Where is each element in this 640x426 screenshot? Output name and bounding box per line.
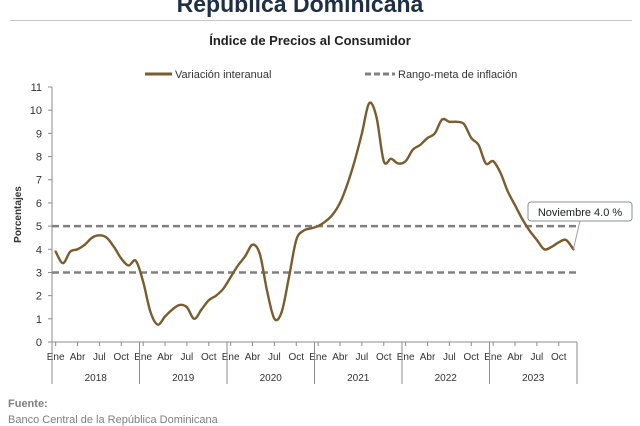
chart-legend: Variación interanual Rango-meta de infla… bbox=[145, 69, 517, 81]
year-label: 2021 bbox=[347, 373, 370, 384]
legend-label-target: Rango-meta de inflación bbox=[398, 69, 517, 81]
x-tick-label: Jul bbox=[268, 352, 281, 363]
x-tick-label: Abr bbox=[420, 352, 436, 363]
annotation-leader bbox=[572, 220, 581, 250]
chart-subtitle: Índice de Precios al Consumidor bbox=[209, 33, 411, 48]
y-tick-label: 7 bbox=[36, 175, 42, 187]
x-tick-label: Oct bbox=[288, 352, 304, 363]
y-tick-label: 3 bbox=[36, 267, 42, 279]
year-label: 2018 bbox=[85, 373, 108, 384]
x-tick-label: Ene bbox=[134, 352, 152, 363]
x-tick-label: Abr bbox=[332, 352, 348, 363]
y-tick-label: 8 bbox=[36, 152, 42, 164]
y-tick-label: 10 bbox=[30, 105, 42, 117]
series-line-cpi bbox=[54, 101, 575, 326]
source-text: Banco Central de la República Dominicana bbox=[8, 414, 218, 426]
y-tick-label: 1 bbox=[36, 314, 42, 326]
series-lines bbox=[54, 101, 575, 326]
source-label: Fuente: bbox=[8, 398, 48, 410]
y-axis-title: Porcentajes bbox=[13, 186, 24, 243]
x-tick-label: Ene bbox=[222, 352, 240, 363]
x-tick-label: Ene bbox=[397, 352, 415, 363]
x-tick-label: Oct bbox=[551, 352, 567, 363]
x-tick-label: Ene bbox=[484, 352, 502, 363]
y-tick-label: 9 bbox=[36, 128, 42, 140]
page-title: República Dominicana bbox=[176, 0, 424, 17]
x-tick-label: Jul bbox=[355, 352, 368, 363]
x-tick-label: Abr bbox=[245, 352, 261, 363]
title-divider bbox=[10, 20, 632, 21]
year-label: 2019 bbox=[172, 373, 195, 384]
y-tick-label: 6 bbox=[36, 198, 42, 210]
y-tick-label: 4 bbox=[36, 244, 42, 256]
x-tick-label: Jul bbox=[93, 352, 106, 363]
legend-label-cpi: Variación interanual bbox=[175, 69, 271, 81]
x-tick-label: Oct bbox=[463, 352, 479, 363]
y-tick-label: 5 bbox=[36, 221, 42, 233]
x-tick-label: Abr bbox=[70, 352, 86, 363]
y-tick-label: 0 bbox=[36, 337, 42, 349]
x-tick-label: Jul bbox=[530, 352, 543, 363]
x-tick-label: Oct bbox=[201, 352, 217, 363]
year-label: 2022 bbox=[435, 373, 458, 384]
annotation-label: Noviembre 4.0 % bbox=[538, 207, 623, 219]
x-tick-label: Ene bbox=[309, 352, 327, 363]
x-tick-label: Jul bbox=[180, 352, 193, 363]
year-label: 2023 bbox=[522, 373, 545, 384]
x-tick-label: Oct bbox=[113, 352, 129, 363]
x-tick-label: Abr bbox=[157, 352, 173, 363]
y-tick-label: 11 bbox=[31, 82, 42, 94]
year-label: 2020 bbox=[260, 373, 283, 384]
x-tick-label: Oct bbox=[376, 352, 392, 363]
annotation-box bbox=[527, 201, 633, 222]
x-tick-label: Ene bbox=[47, 352, 65, 363]
y-tick-label: 2 bbox=[36, 291, 42, 303]
x-tick-label: Abr bbox=[507, 352, 523, 363]
x-tick-label: Jul bbox=[443, 352, 456, 363]
chart-axes: 0 1 2 3 4 5 6 7 8 9 10 11 Porcentajes Ene Abr Jul Oct Ene… bbox=[13, 82, 578, 384]
annotation-group: Noviembre 4.0 % bbox=[527, 201, 633, 250]
